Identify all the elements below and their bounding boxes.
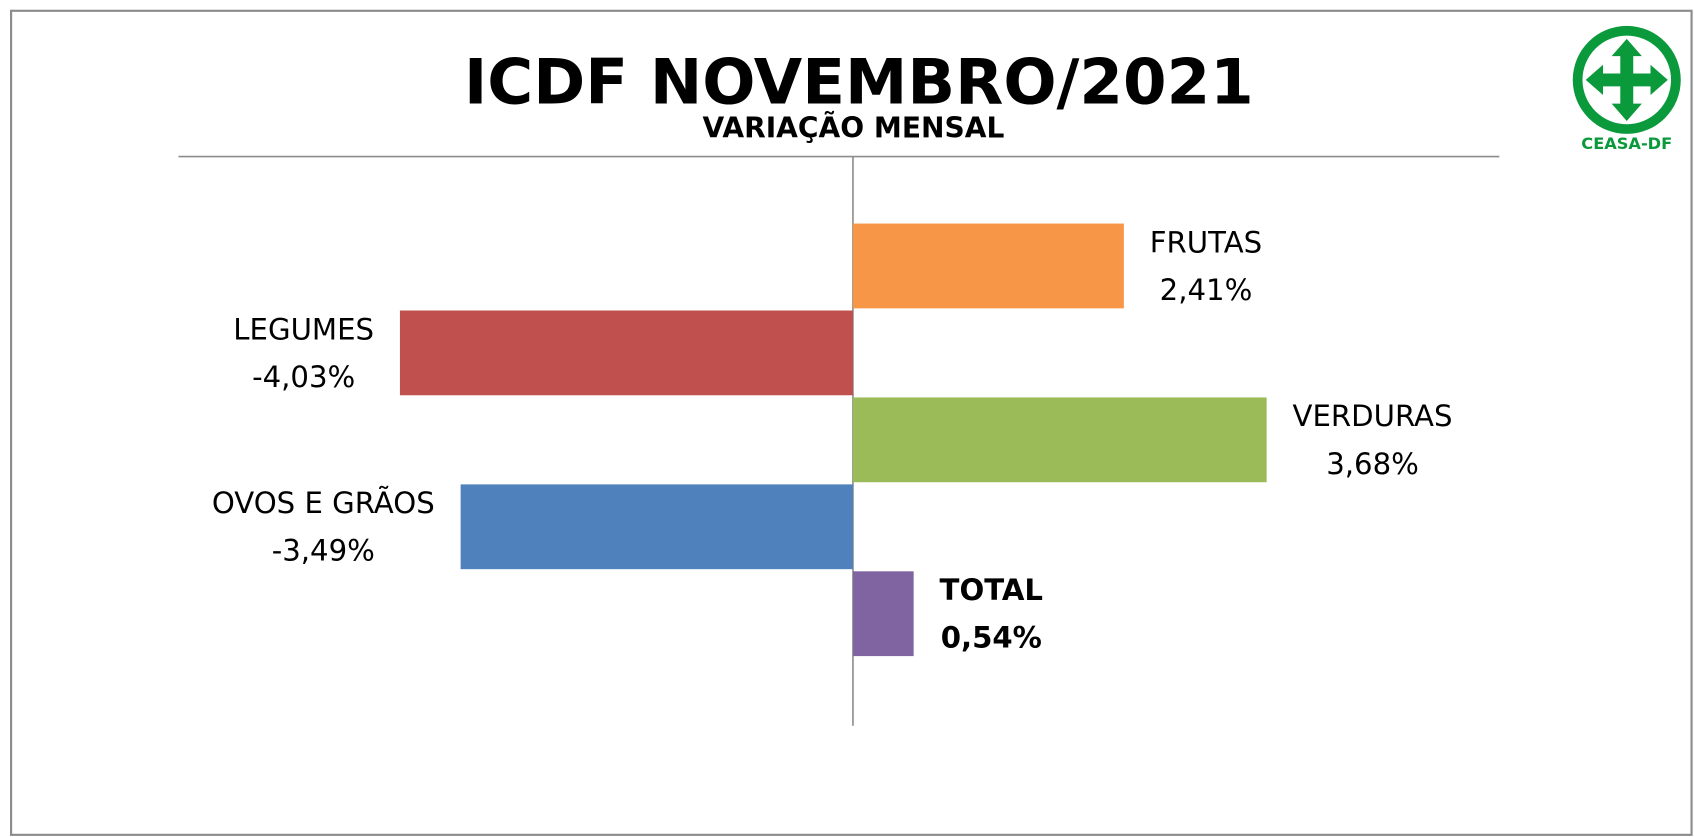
bar — [460, 484, 853, 570]
category-label: OVOS E GRÃOS — [212, 486, 435, 520]
logo: CEASA-DF — [1572, 25, 1681, 153]
logo-cross — [1585, 38, 1668, 121]
value-label: -4,03% — [252, 360, 355, 394]
value-label: 0,54% — [941, 621, 1042, 655]
chart-title: ICDF NOVEMBRO/2021 — [464, 45, 1254, 118]
bar — [852, 223, 1124, 309]
category-label: TOTAL — [940, 573, 1043, 607]
category-label: VERDURAS — [1293, 399, 1453, 433]
value-label: 2,41% — [1160, 273, 1253, 307]
value-label: 3,68% — [1326, 447, 1419, 481]
category-label: LEGUMES — [233, 312, 374, 346]
chart-border — [10, 9, 1693, 836]
chart-subtitle: VARIAÇÃO MENSAL — [703, 111, 1005, 145]
bar — [399, 310, 853, 396]
logo-text: CEASA-DF — [1581, 134, 1672, 153]
bar — [852, 397, 1267, 483]
category-label: FRUTAS — [1150, 225, 1262, 259]
bar — [852, 571, 914, 657]
value-label: -3,49% — [272, 534, 375, 568]
